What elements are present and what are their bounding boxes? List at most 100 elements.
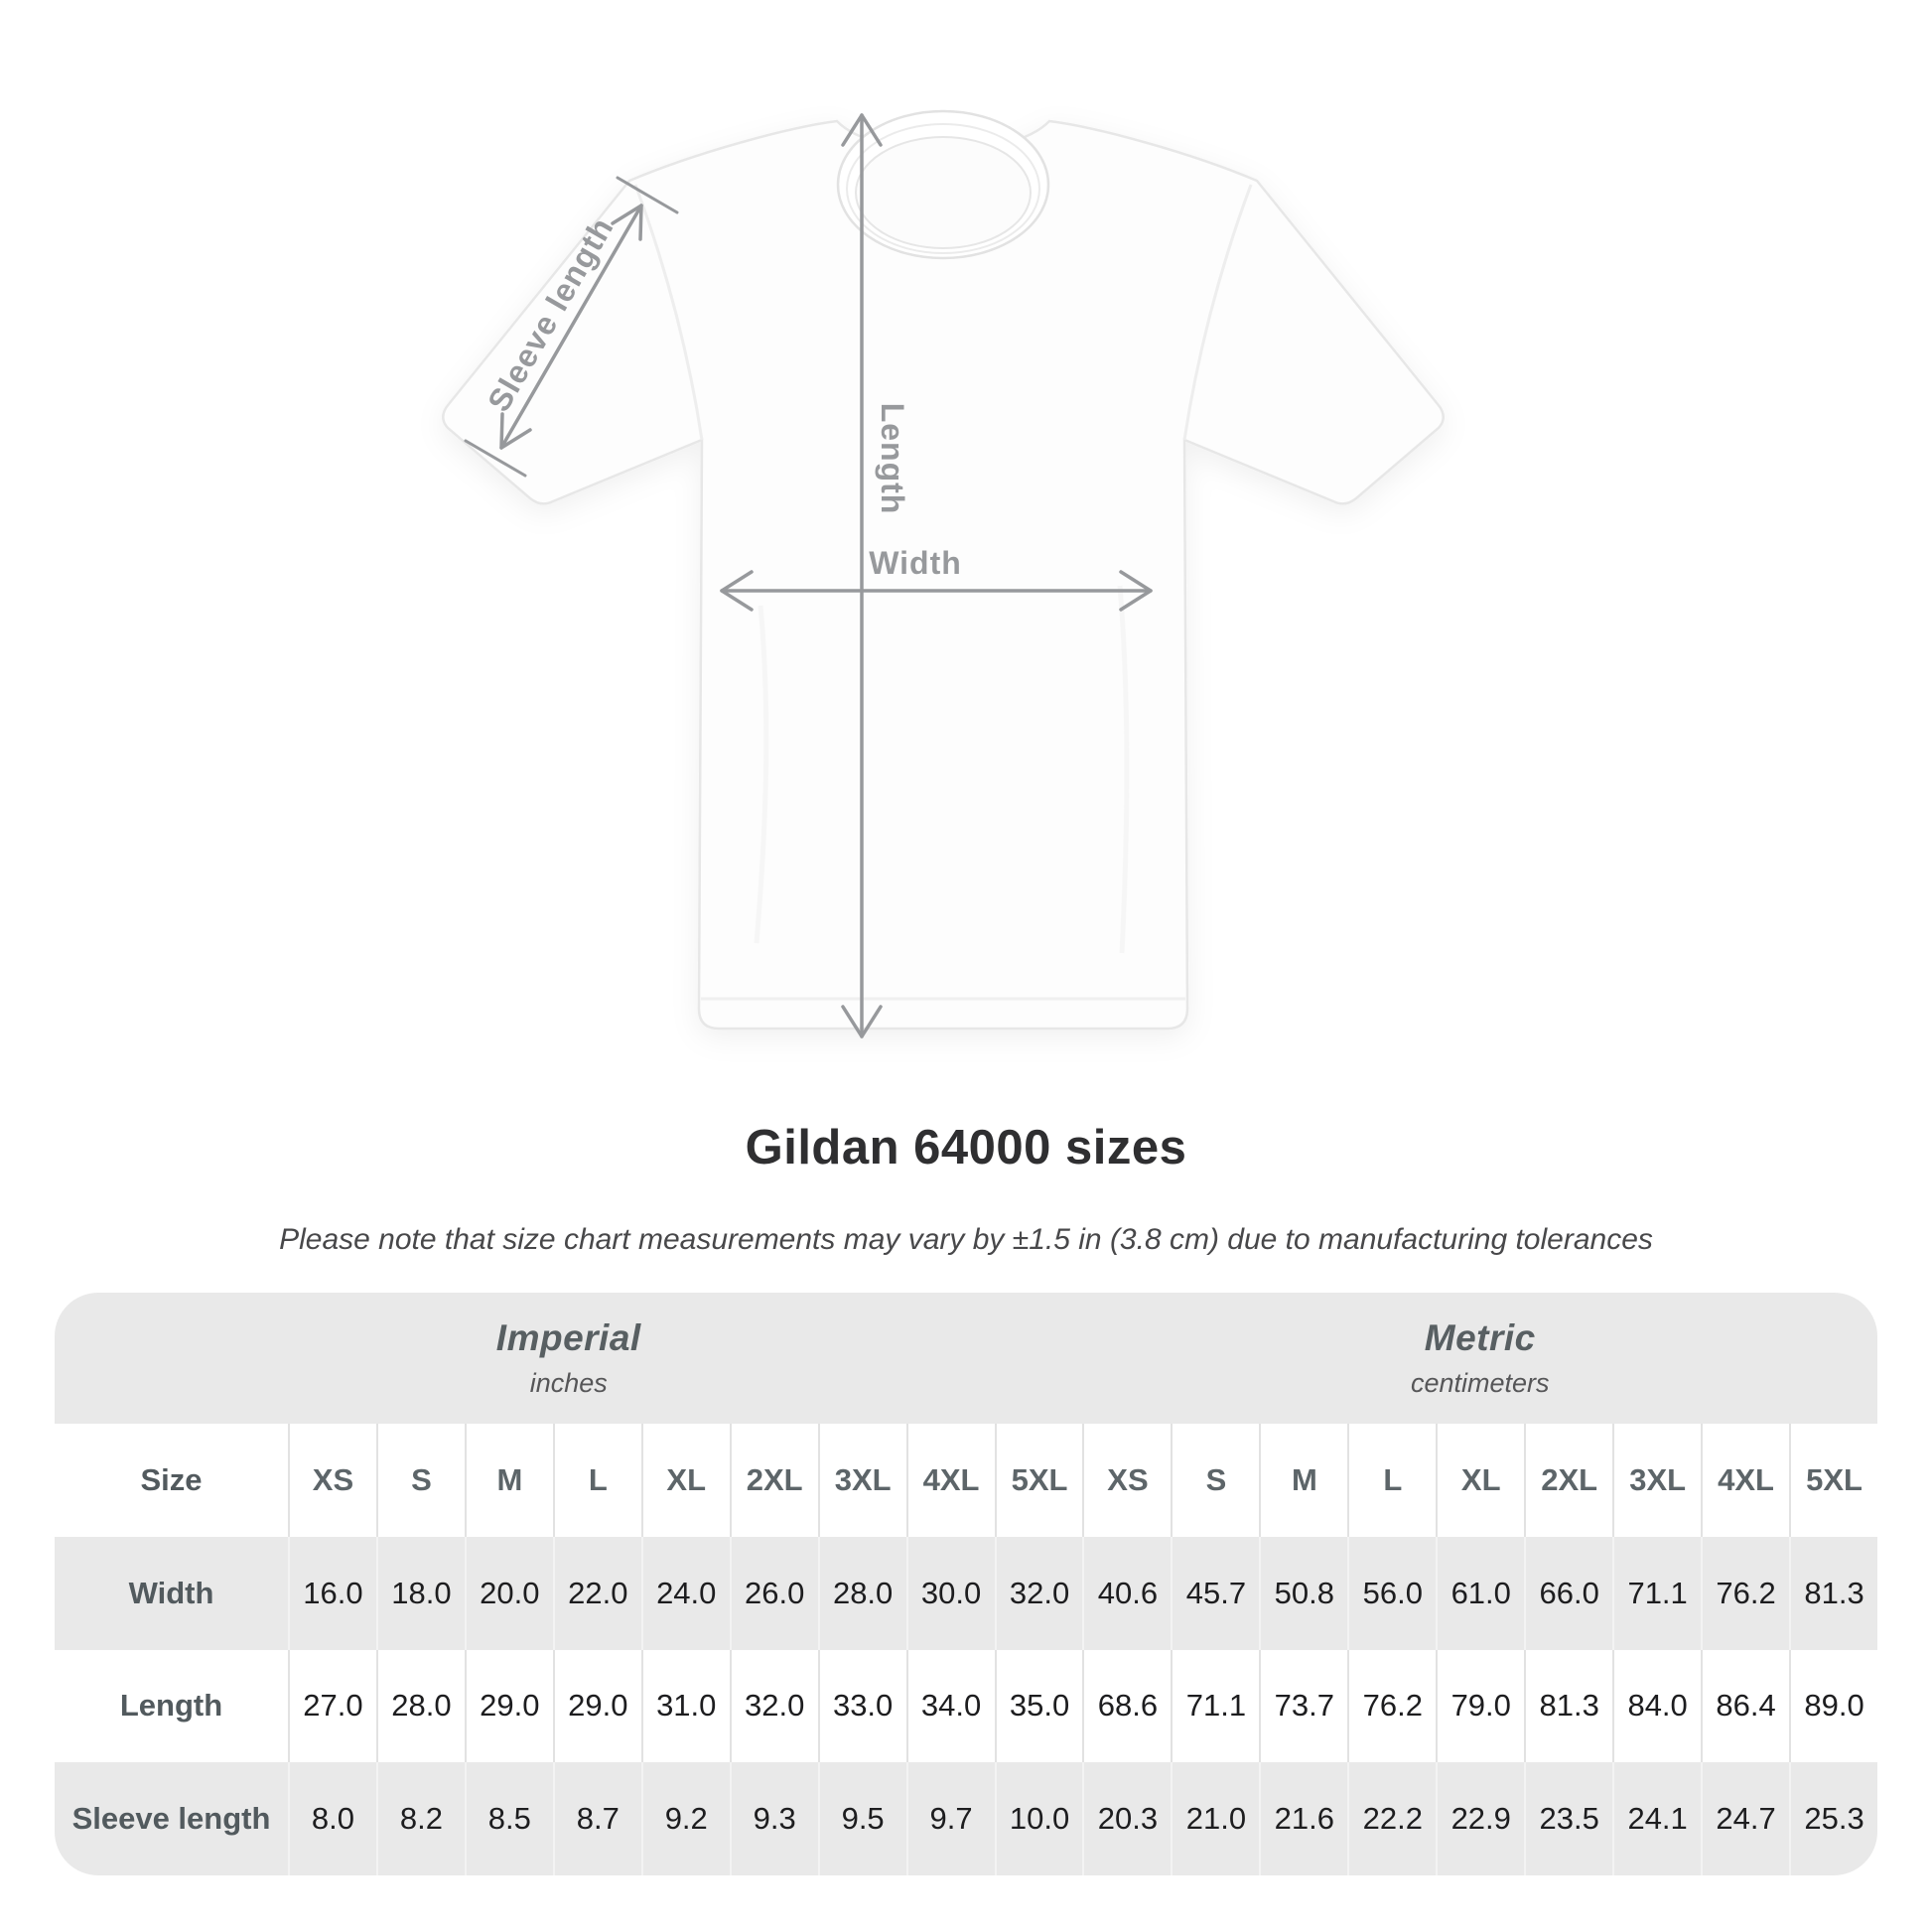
width-metric-s: 45.7 [1171, 1536, 1259, 1650]
sleeve-length-imperial-s: 8.2 [375, 1762, 465, 1875]
metric-label: Metric [1424, 1317, 1536, 1358]
width-imperial-l: 22.0 [552, 1536, 641, 1650]
size-header-imperial-3xl: 3XL [817, 1424, 906, 1537]
width-imperial-xl: 24.0 [640, 1536, 730, 1650]
tshirt-image [442, 109, 1445, 1031]
size-header-imperial-s: S [375, 1424, 465, 1537]
width-metric-l: 56.0 [1347, 1536, 1436, 1650]
size-header-imperial-xs: XS [288, 1424, 376, 1537]
size-header-imperial-2xl: 2XL [729, 1424, 818, 1537]
left-sleeve-seam [633, 184, 704, 441]
sleeve-length-metric-4xl: 24.7 [1701, 1762, 1789, 1875]
length-arrow [841, 113, 883, 1038]
width-metric-4xl: 76.2 [1701, 1536, 1789, 1650]
width-imperial-xs: 16.0 [288, 1536, 376, 1650]
size-header-metric-l: L [1347, 1424, 1436, 1537]
size-header-metric-m: M [1259, 1424, 1347, 1537]
length-metric-4xl: 86.4 [1701, 1649, 1789, 1763]
length-imperial-s: 28.0 [375, 1649, 465, 1763]
sleeve-length-imperial-4xl: 9.7 [905, 1762, 995, 1875]
collar [836, 109, 1050, 260]
length-metric-l: 76.2 [1347, 1649, 1436, 1763]
width-label: Width [869, 545, 962, 581]
length-label: Length [875, 403, 910, 515]
length-metric-m: 73.7 [1259, 1649, 1347, 1763]
width-imperial-3xl: 28.0 [817, 1536, 906, 1650]
size-column-header: Size [140, 1461, 203, 1497]
length-imperial-5xl: 35.0 [994, 1649, 1083, 1763]
sleeve-length-imperial-2xl: 9.3 [729, 1762, 818, 1875]
sleeve-length-metric-xs: 20.3 [1082, 1762, 1171, 1875]
metric-unit-label: centimeters [1410, 1368, 1550, 1398]
measurement-row-width: Width 16.0 18.0 20.0 22.0 24.0 26.0 28.0 30.0 32.… [55, 1536, 1877, 1650]
sleeve-length-metric-l: 22.2 [1347, 1762, 1436, 1875]
width-metric-xs: 40.6 [1082, 1536, 1171, 1650]
size-header-imperial-l: L [552, 1424, 641, 1537]
sleeve-length-metric-2xl: 23.5 [1524, 1762, 1612, 1875]
width-imperial-m: 20.0 [464, 1536, 553, 1650]
size-header-metric-3xl: 3XL [1612, 1424, 1701, 1537]
tshirt-diagram: Sleeve length Length Width [442, 109, 1445, 1038]
unit-group-header-row: Imperial inches Metric centimeters [55, 1293, 1877, 1424]
sleeve-length-imperial-5xl: 10.0 [994, 1762, 1083, 1875]
size-header-imperial-4xl: 4XL [905, 1424, 995, 1537]
width-metric-2xl: 66.0 [1524, 1536, 1612, 1650]
sleeve-length-metric-m: 21.6 [1259, 1762, 1347, 1875]
sleeve-length-imperial-m: 8.5 [464, 1762, 553, 1875]
length-metric-2xl: 81.3 [1524, 1649, 1612, 1763]
width-imperial-5xl: 32.0 [994, 1536, 1083, 1650]
metric-group-header: Metric centimeters [1083, 1293, 1878, 1424]
measurement-row-length: Length 27.0 28.0 29.0 29.0 31.0 32.0 33.0 34.0 35… [55, 1649, 1877, 1763]
imperial-group-header: Imperial inches [55, 1293, 1083, 1424]
size-header-metric-4xl: 4XL [1701, 1424, 1789, 1537]
sleeve-length-metric-5xl: 25.3 [1789, 1762, 1877, 1875]
sleeve-length-imperial-xs: 8.0 [288, 1762, 376, 1875]
page-subtitle: Please note that size chart measurements… [279, 1223, 1653, 1256]
page-title: Gildan 64000 sizes [745, 1121, 1187, 1174]
imperial-label: Imperial [495, 1317, 641, 1358]
length-metric-s: 71.1 [1171, 1649, 1259, 1763]
size-header-metric-5xl: 5XL [1789, 1424, 1877, 1537]
width-imperial-2xl: 26.0 [729, 1536, 818, 1650]
width-imperial-4xl: 30.0 [905, 1536, 995, 1650]
right-sleeve-seam [1182, 184, 1253, 441]
size-header-row: Size XS S M L XL 2XL 3XL 4XL 5XL XS S M L XL 2XL 3XL 4XL 5… [55, 1424, 1877, 1537]
sleeve-length-arrow [464, 176, 679, 478]
length-metric-xl: 79.0 [1436, 1649, 1524, 1763]
size-header-metric-2xl: 2XL [1524, 1424, 1612, 1537]
row-label-length: Length [119, 1688, 223, 1724]
size-header-imperial-5xl: 5XL [994, 1424, 1083, 1537]
length-metric-xs: 68.6 [1082, 1649, 1171, 1763]
length-imperial-3xl: 33.0 [817, 1649, 906, 1763]
size-table-grid: Size XS S M L XL 2XL 3XL 4XL 5XL XS S M L XL 2XL 3XL 4XL 5… [55, 1424, 1877, 1875]
size-header-imperial-m: M [464, 1424, 553, 1537]
size-header-metric-xs: XS [1082, 1424, 1171, 1537]
length-imperial-xs: 27.0 [288, 1649, 376, 1763]
fabric-fold [754, 605, 769, 944]
length-imperial-m: 29.0 [464, 1649, 553, 1763]
row-label-width: Width [128, 1575, 214, 1610]
sleeve-length-metric-3xl: 24.1 [1612, 1762, 1701, 1875]
measurement-row-sleeve-length: Sleeve length 8.0 8.2 8.5 8.7 9.2 9.3 9.5 9.7 10.… [55, 1762, 1877, 1875]
imperial-unit-label: inches [529, 1368, 608, 1398]
width-metric-m: 50.8 [1259, 1536, 1347, 1650]
length-metric-5xl: 89.0 [1789, 1649, 1877, 1763]
length-imperial-xl: 31.0 [640, 1649, 730, 1763]
length-imperial-2xl: 32.0 [729, 1649, 818, 1763]
width-metric-xl: 61.0 [1436, 1536, 1524, 1650]
size-header-metric-s: S [1171, 1424, 1259, 1537]
length-metric-3xl: 84.0 [1612, 1649, 1701, 1763]
size-header-imperial-xl: XL [640, 1424, 730, 1537]
sleeve-length-imperial-l: 8.7 [552, 1762, 641, 1875]
size-header-metric-xl: XL [1436, 1424, 1524, 1537]
fabric-fold [1117, 585, 1130, 954]
width-arrow [720, 570, 1153, 612]
width-metric-3xl: 71.1 [1612, 1536, 1701, 1650]
width-metric-5xl: 81.3 [1789, 1536, 1877, 1650]
length-imperial-4xl: 34.0 [905, 1649, 995, 1763]
sleeve-length-imperial-3xl: 9.5 [817, 1762, 906, 1875]
row-label-sleeve-length: Sleeve length [71, 1801, 271, 1837]
size-table: Imperial inches Metric centimeters Size X… [55, 1293, 1877, 1875]
sleeve-length-metric-s: 21.0 [1171, 1762, 1259, 1875]
